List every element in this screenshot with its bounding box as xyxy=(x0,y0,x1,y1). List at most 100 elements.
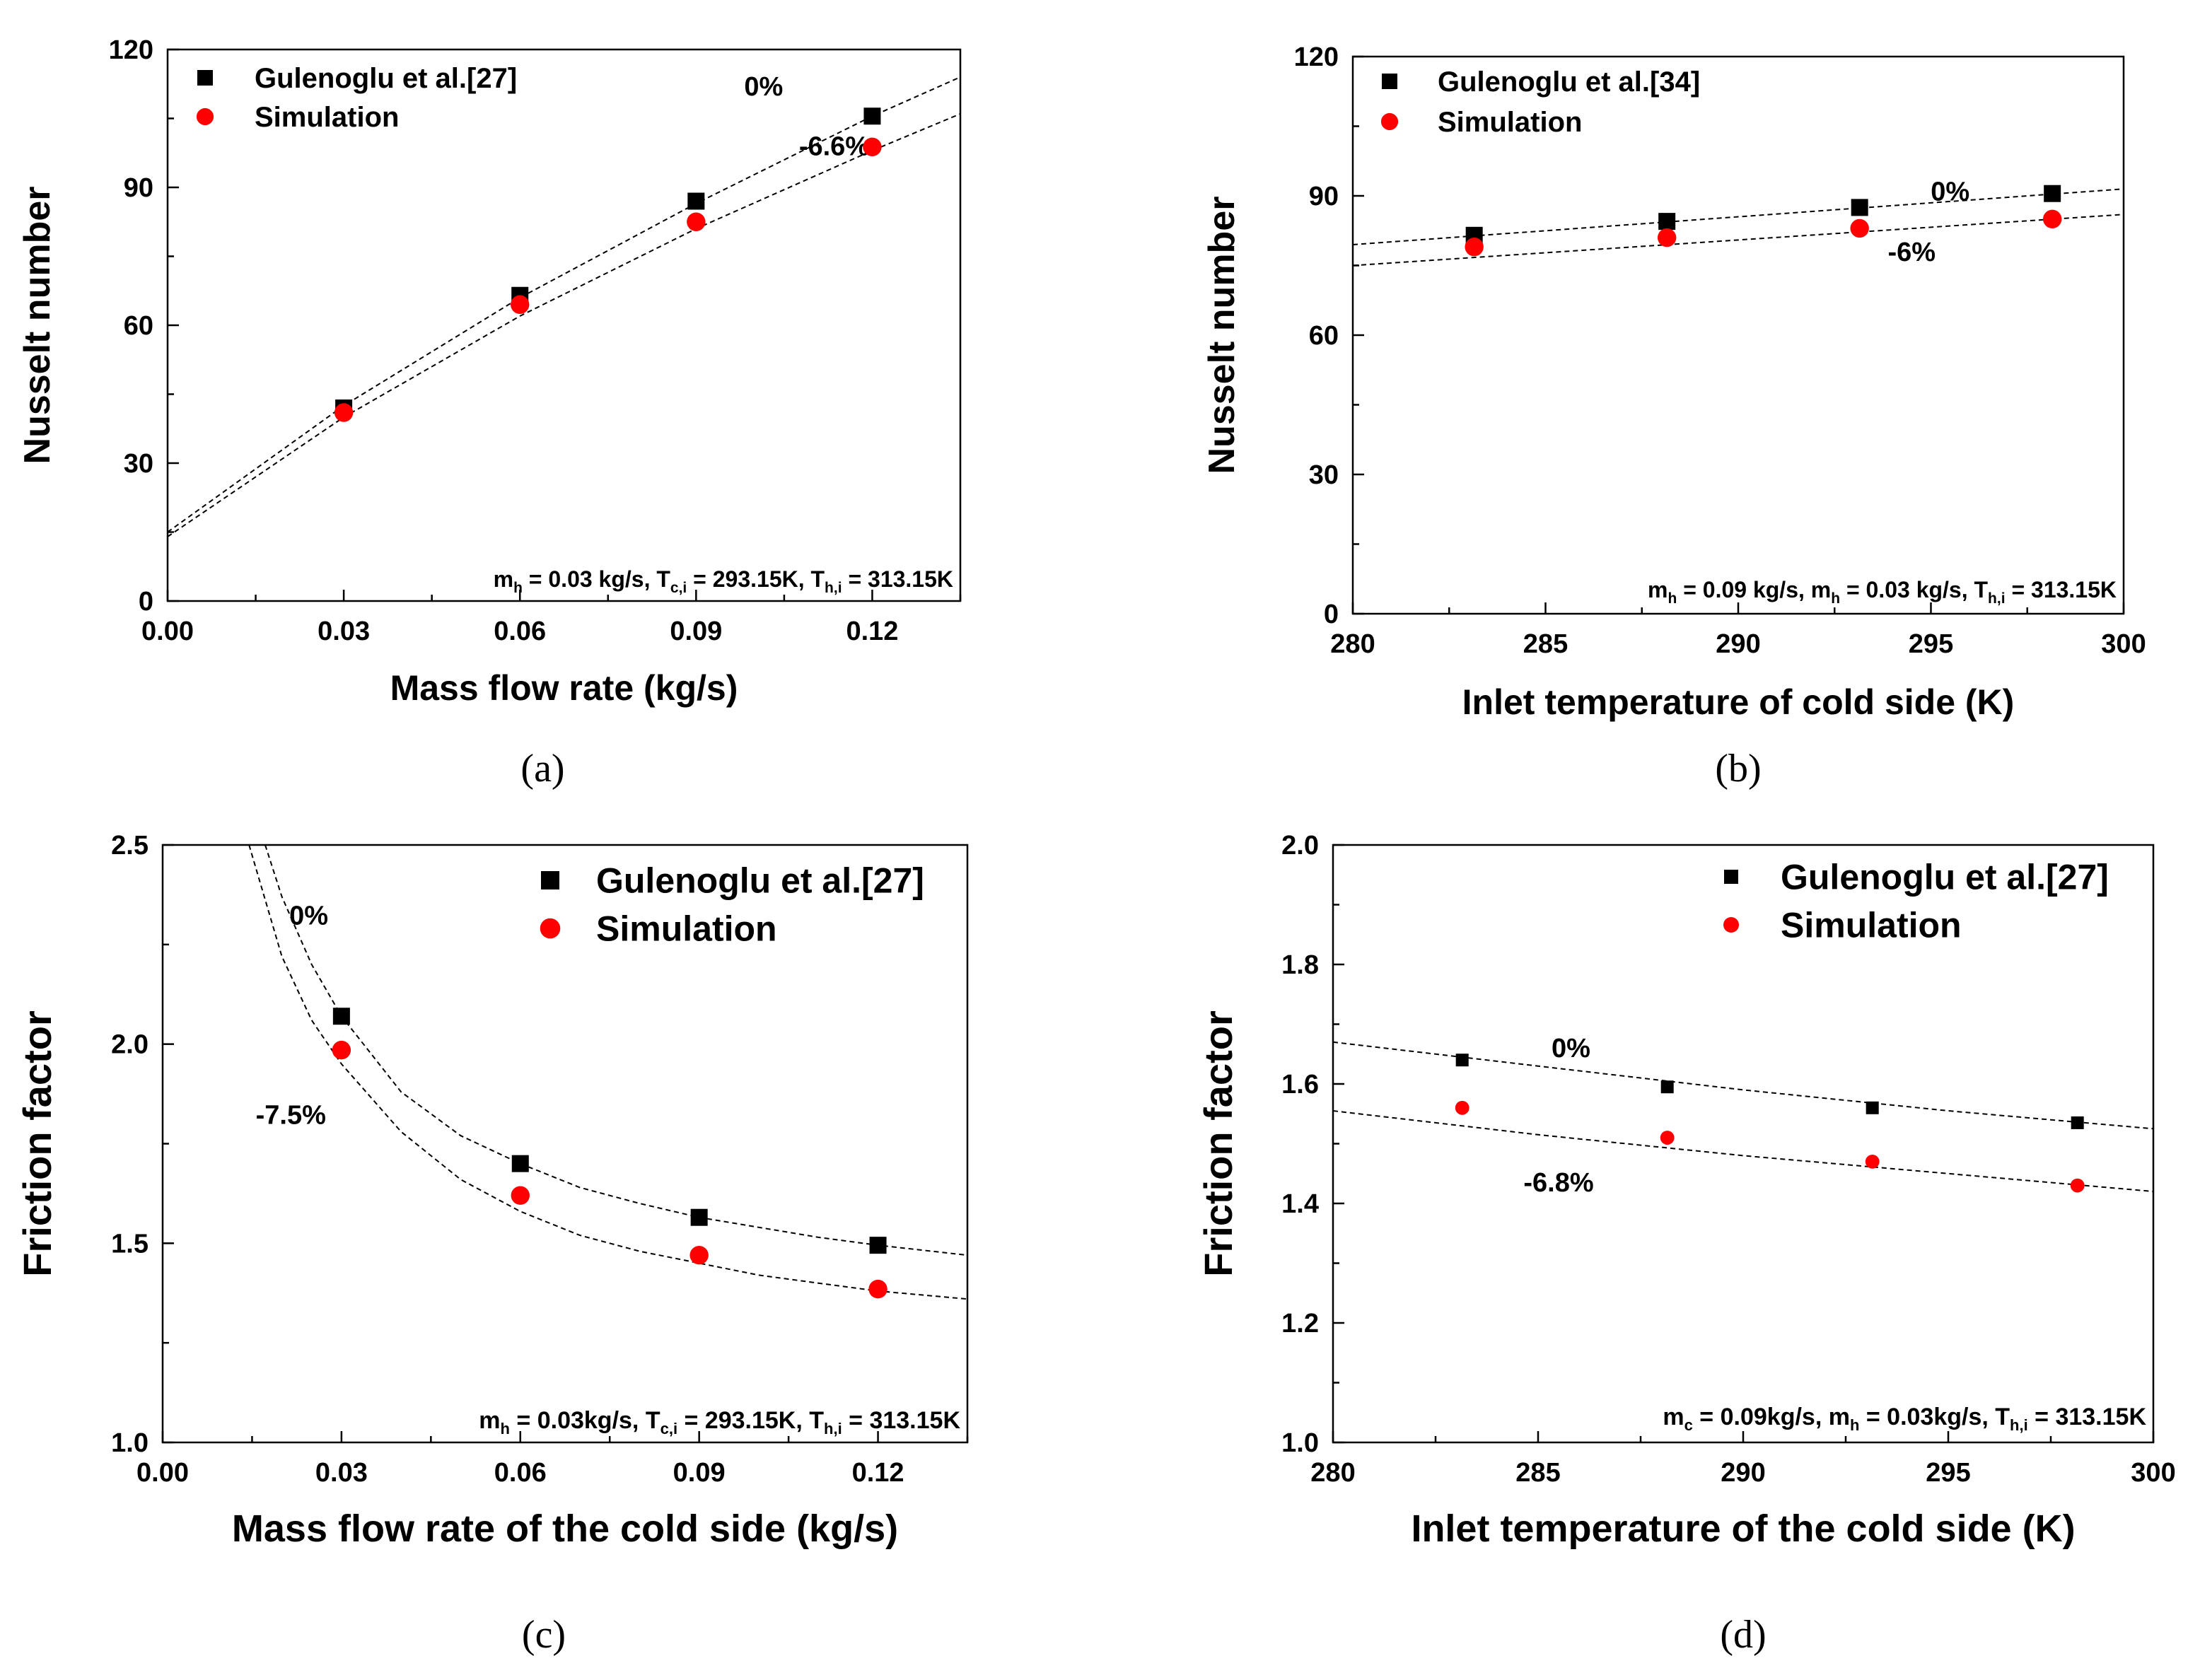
x-tick-label: 285 xyxy=(1515,1458,1560,1488)
fit-line-label: -7.5% xyxy=(256,1100,326,1130)
x-axis-label: Inlet temperature of cold side (K) xyxy=(1462,682,2015,722)
data-point-simulation xyxy=(334,403,354,422)
y-tick-label: 120 xyxy=(109,35,153,65)
data-point-reference xyxy=(863,107,881,125)
data-point-reference xyxy=(1658,213,1676,231)
x-tick-label: 0.03 xyxy=(315,1458,368,1488)
panel-label: (d) xyxy=(1720,1613,1766,1657)
legend-label: Simulation xyxy=(596,909,777,949)
y-axis-label: Nusselt number xyxy=(1201,197,1242,474)
conditions-note: mh = 0.03kg/s, Tc,i = 293.15K, Th,i = 31… xyxy=(479,1407,960,1437)
data-point-simulation xyxy=(332,1040,351,1060)
x-axis-label: Mass flow rate (kg/s) xyxy=(390,668,738,708)
fit-line xyxy=(1333,1041,2153,1130)
fit-line xyxy=(168,76,960,533)
data-point-reference xyxy=(511,1155,529,1172)
panel-label: (b) xyxy=(1715,747,1761,791)
data-point-reference xyxy=(332,1008,350,1025)
x-tick-label: 295 xyxy=(1926,1458,1970,1488)
legend-label: Simulation xyxy=(255,102,399,133)
data-point-reference xyxy=(687,192,705,210)
fit-line-label: 0% xyxy=(744,72,783,102)
legend-label: Gulenoglu et al.[27] xyxy=(596,861,924,901)
plot-frame xyxy=(1351,55,2125,615)
chart-panel-a: 0.00 0.03 0.06 0.09 0.12 0 30 60 90 120 Mass flow … xyxy=(17,35,962,791)
x-tick-label: 0.12 xyxy=(852,1458,904,1488)
y-tick-label: 1.6 xyxy=(1281,1070,1319,1099)
x-tick-label: 0.00 xyxy=(141,617,194,646)
data-point-reference xyxy=(1866,1101,1879,1114)
legend-marker xyxy=(1382,74,1397,89)
panel-label: (c) xyxy=(522,1613,566,1657)
conditions-note: mh = 0.09 kg/s, mh = 0.03 kg/s, Th,i = 3… xyxy=(1648,577,2117,607)
data-point-simulation xyxy=(1657,228,1677,247)
fit-line xyxy=(264,845,967,1256)
fit-line xyxy=(1333,1110,2153,1193)
chart-panel-b: 280 285 290 295 300 0 30 60 90 120 Inlet temperatu… xyxy=(1201,42,2146,791)
x-tick-label: 0.09 xyxy=(673,1458,726,1488)
data-point-simulation xyxy=(1455,1100,1469,1115)
y-tick-label: 2.5 xyxy=(111,831,149,861)
legend-label: Gulenoglu et al.[27] xyxy=(255,63,517,94)
y-tick-label: 1.2 xyxy=(1281,1309,1319,1338)
fit-line-label: -6% xyxy=(1887,238,1936,267)
y-axis-label: Friction factor xyxy=(15,1010,59,1276)
x-tick-label: 290 xyxy=(1721,1458,1765,1488)
x-tick-label: 300 xyxy=(2131,1458,2175,1488)
data-point-simulation xyxy=(511,1186,530,1205)
y-tick-label: 0 xyxy=(139,587,153,617)
legend-marker xyxy=(197,70,213,86)
data-point-simulation xyxy=(1465,238,1484,257)
fit-line-label: 0% xyxy=(1552,1034,1590,1063)
data-point-simulation xyxy=(2042,209,2062,229)
data-point-simulation xyxy=(868,1279,887,1299)
y-tick-label: 1.4 xyxy=(1281,1189,1319,1219)
y-tick-label: 90 xyxy=(124,173,153,203)
y-tick-label: 0 xyxy=(1324,600,1339,629)
x-tick-label: 285 xyxy=(1523,629,1568,659)
x-axis-label: Inlet temperature of the cold side (K) xyxy=(1411,1507,2075,1550)
x-tick-label: 290 xyxy=(1716,629,1760,659)
fit-line xyxy=(168,113,960,537)
data-point-reference xyxy=(1851,199,1868,216)
legend-marker xyxy=(1723,917,1739,933)
legend-marker xyxy=(541,871,559,889)
legend-marker xyxy=(540,918,561,939)
y-tick-label: 1.8 xyxy=(1281,950,1319,980)
data-point-simulation xyxy=(687,212,706,231)
chart-panel-c: 0.00 0.03 0.06 0.09 0.12 1.0 1.5 2.0 2.5 Mass flo… xyxy=(15,831,969,1657)
y-tick-label: 90 xyxy=(1309,182,1339,211)
fit-line xyxy=(1353,214,2124,267)
conditions-note: mh = 0.03 kg/s, Tc,i = 293.15K, Th,i = 3… xyxy=(494,566,953,596)
data-point-simulation xyxy=(2070,1178,2085,1193)
y-tick-label: 1.5 xyxy=(111,1229,149,1259)
x-tick-label: 0.12 xyxy=(846,617,898,646)
data-point-simulation xyxy=(689,1246,709,1265)
data-point-simulation xyxy=(1660,1131,1675,1145)
x-tick-label: 295 xyxy=(1909,629,1953,659)
data-point-simulation xyxy=(511,295,530,314)
y-tick-label: 2.0 xyxy=(111,1030,149,1060)
x-axis-label: Mass flow rate of the cold side (kg/s) xyxy=(232,1507,898,1550)
x-tick-label: 0.03 xyxy=(318,617,370,646)
x-tick-label: 280 xyxy=(1330,629,1375,659)
y-tick-label: 1.0 xyxy=(111,1428,149,1458)
data-point-reference xyxy=(1660,1080,1674,1094)
data-point-reference xyxy=(869,1237,887,1254)
fit-line xyxy=(248,845,967,1300)
legend-label: Gulenoglu et al.[27] xyxy=(1781,858,2109,897)
fit-line-label: -6.8% xyxy=(1523,1168,1593,1198)
legend-marker xyxy=(1380,112,1399,131)
data-point-simulation xyxy=(1865,1154,1880,1169)
y-tick-label: 2.0 xyxy=(1281,831,1319,861)
y-tick-label: 30 xyxy=(124,449,153,479)
y-tick-label: 1.0 xyxy=(1281,1428,1319,1458)
fit-line-label: 0% xyxy=(1931,177,1969,207)
chart-panel-d: 280 285 290 295 300 1.0 1.2 1.4 1.6 1.8 2.0 Inlet t… xyxy=(1196,831,2176,1657)
x-tick-label: 280 xyxy=(1310,1458,1355,1488)
legend-label: Simulation xyxy=(1438,107,1582,138)
y-tick-label: 60 xyxy=(1309,321,1339,351)
x-tick-label: 0.06 xyxy=(494,1458,547,1488)
legend-marker xyxy=(196,107,214,126)
